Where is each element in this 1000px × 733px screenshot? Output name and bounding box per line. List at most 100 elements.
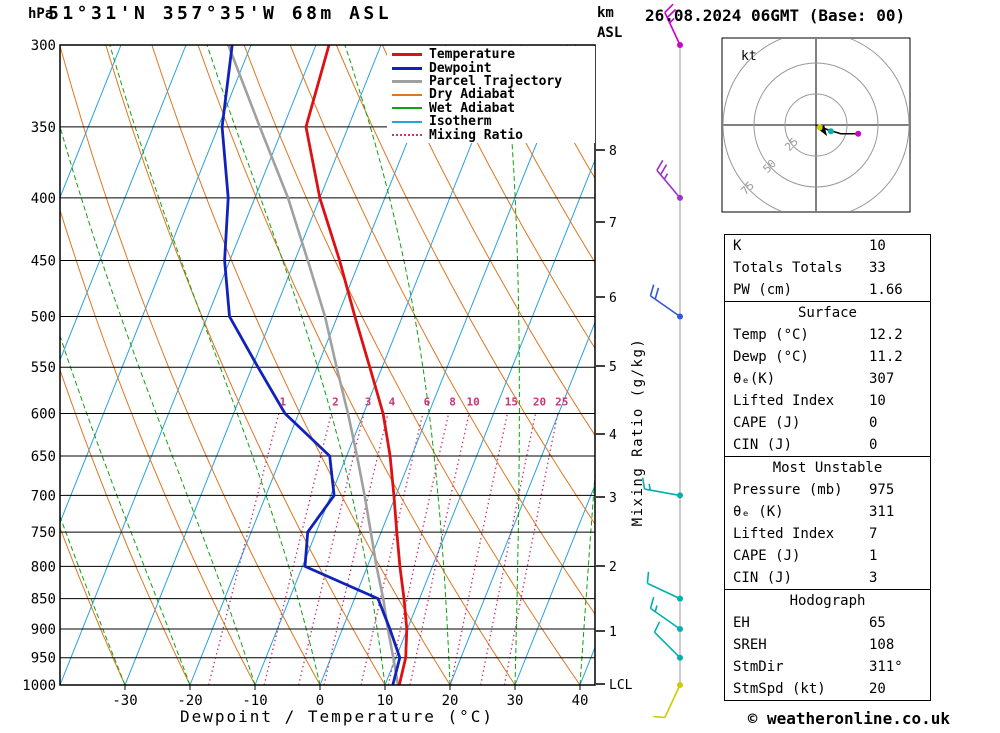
mixing-ratio-labels: 1 2 3 4 6 8 10 15 20 25	[279, 396, 568, 409]
row-surface-temp: Temp (°C) 12.2	[725, 324, 930, 346]
value: 12.2	[869, 327, 903, 343]
svg-text:4: 4	[609, 428, 617, 443]
svg-text:950: 950	[31, 651, 56, 667]
label: CIN (J)	[733, 437, 793, 453]
dewpoint-line-swatch	[392, 66, 422, 70]
svg-text:900: 900	[31, 622, 56, 638]
svg-text:850: 850	[31, 592, 56, 608]
wind-barb-column	[641, 3, 683, 719]
label: CAPE (J)	[733, 548, 801, 564]
svg-text:0: 0	[316, 693, 324, 709]
value: 0	[869, 437, 878, 453]
svg-text:750: 750	[31, 525, 56, 541]
svg-text:2: 2	[332, 396, 339, 409]
value: 311°	[869, 659, 903, 675]
row-k-index: K 10	[725, 235, 930, 257]
svg-text:700: 700	[31, 488, 56, 504]
value: 3	[869, 570, 878, 586]
surface-panel-title: Surface	[797, 305, 857, 321]
svg-text:30: 30	[507, 693, 524, 709]
label: θₑ (K)	[733, 504, 784, 520]
svg-static-text: Dewpoint / Temperature (°C) Mixing Ratio…	[180, 49, 757, 726]
skewt-background-lines	[60, 45, 595, 685]
svg-text:10: 10	[377, 693, 394, 709]
value: 307	[869, 371, 895, 387]
temperature-line-swatch	[392, 53, 422, 57]
svg-text:4: 4	[389, 396, 396, 409]
isotherm-line-swatch	[392, 120, 422, 123]
row-stmdir: StmDir 311°	[725, 656, 930, 678]
value: 20	[869, 681, 886, 697]
x-axis-title: Dewpoint / Temperature (°C)	[180, 707, 494, 726]
row-stmspd: StmSpd (kt) 20	[725, 678, 930, 700]
row-surface-lifted-index: Lifted Index 10	[725, 390, 930, 412]
row-surface-cin: CIN (J) 0	[725, 434, 930, 456]
hodograph-panel: Hodograph EH 65 SREH 108 StmDir 311° StmSpd…	[724, 589, 931, 701]
svg-text:40: 40	[572, 693, 589, 709]
value: 311	[869, 504, 895, 520]
label: EH	[733, 615, 750, 631]
label: CAPE (J)	[733, 415, 801, 431]
svg-text:-10: -10	[242, 693, 267, 709]
legend-item-dewpoint: Dewpoint	[387, 60, 595, 76]
plot-border	[59, 44, 596, 686]
pw-label: PW (cm)	[733, 282, 793, 298]
label: Lifted Index	[733, 393, 835, 409]
row-mu-thetae: θₑ (K) 311	[725, 501, 930, 523]
legend-item-mixing-ratio: Mixing Ratio	[387, 128, 595, 143]
label: Lifted Index	[733, 526, 835, 542]
legend-item-dry-adiabat: Dry Adiabat	[387, 87, 595, 102]
svg-text:650: 650	[31, 449, 56, 465]
sounding-curves	[220, 45, 409, 685]
legend: Temperature Dewpoint Parcel Trajectory D…	[387, 46, 595, 143]
label: θₑ(K)	[733, 371, 776, 387]
value: 975	[869, 482, 895, 498]
mixing-ratio-axis-title: Mixing Ratio (g/kg)	[630, 338, 646, 527]
legend-item-wet-adiabat: Wet Adiabat	[387, 100, 595, 116]
station-title: 51°31'N 357°35'W 68m ASL	[48, 3, 393, 24]
svg-text:25: 25	[555, 396, 568, 409]
svg-text:6: 6	[424, 396, 431, 409]
row-mu-lifted-index: Lifted Index 7	[725, 523, 930, 545]
row-eh: EH 65	[725, 612, 930, 634]
legend-item-parcel: Parcel Trajectory	[387, 74, 595, 89]
axis-tick-labels: 3003504004505005506006507007508008509009…	[22, 38, 588, 709]
row-mu-cin: CIN (J) 3	[725, 567, 930, 589]
svg-text:300: 300	[31, 38, 56, 54]
legend-label: Isotherm	[429, 114, 492, 130]
dry-adiabat-line-swatch	[392, 93, 422, 96]
legend-label: Dewpoint	[429, 60, 492, 76]
row-surface-cape: CAPE (J) 0	[725, 412, 930, 434]
svg-text:6: 6	[609, 291, 617, 306]
footer-credit: © weatheronline.co.uk	[747, 709, 950, 728]
value: 108	[869, 637, 895, 653]
legend-item-temperature: Temperature	[387, 47, 595, 62]
value: 65	[869, 615, 886, 631]
label: Dewp (°C)	[733, 349, 809, 365]
row-sreh: SREH 108	[725, 634, 930, 656]
label: Temp (°C)	[733, 327, 809, 343]
most-unstable-panel: Most Unstable Pressure (mb) 975 θₑ (K) 311…	[724, 456, 931, 590]
label: SREH	[733, 637, 767, 653]
surface-panel: Surface Temp (°C) 12.2 Dewp (°C) 11.2 θₑ(K…	[724, 301, 931, 457]
row-totals-totals: Totals Totals 33	[725, 257, 930, 279]
dewpoint-curve	[220, 45, 402, 685]
svg-text:450: 450	[31, 254, 56, 270]
km-unit: km	[597, 5, 614, 21]
parcel-trajectory-curve	[227, 45, 400, 685]
km-asl-label: km ASL	[597, 3, 622, 43]
svg-text:7: 7	[609, 216, 617, 231]
indices-panel: K 10 Totals Totals 33 PW (cm) 1.66	[724, 234, 931, 302]
hodograph-panel-title: Hodograph	[789, 593, 866, 609]
legend-label: Wet Adiabat	[429, 100, 516, 116]
svg-text:10: 10	[466, 396, 479, 409]
value: 10	[869, 393, 886, 409]
parcel-line-swatch	[392, 79, 422, 83]
k-label: K	[733, 238, 742, 254]
temperature-curve	[304, 45, 409, 685]
svg-text:2: 2	[609, 560, 617, 575]
row-surface-thetae: θₑ(K) 307	[725, 368, 930, 390]
svg-text:8: 8	[449, 396, 456, 409]
